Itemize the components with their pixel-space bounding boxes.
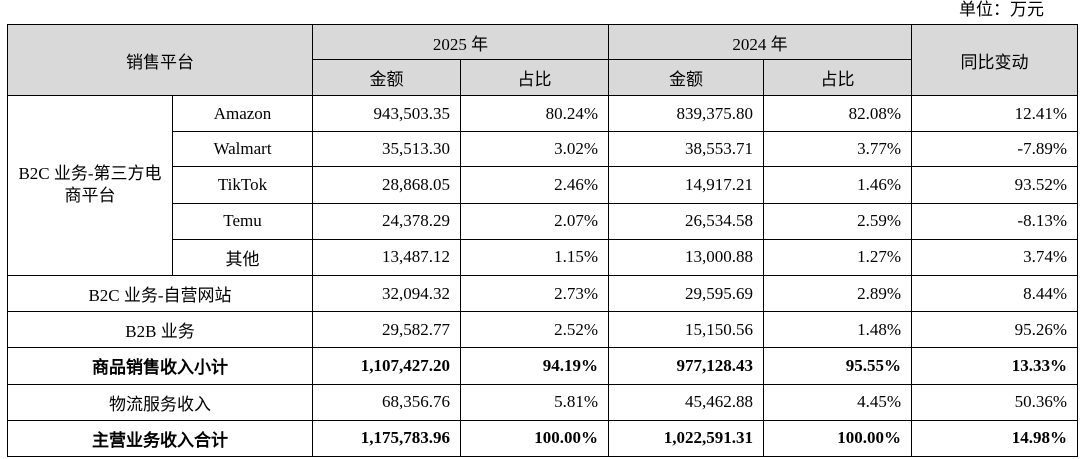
platform-name: Amazon [172, 94, 313, 133]
yoy-change: 12.41% [911, 94, 1078, 133]
yoy-change: -8.13% [911, 202, 1078, 240]
table-row: 其他 13,487.12 1.15% 13,000.88 1.27% 3.74% [8, 238, 1078, 276]
amount-2025: 29,582.77 [312, 311, 461, 349]
table-row: Walmart 35,513.30 3.02% 38,553.71 3.77% … [8, 131, 1078, 168]
table-row: TikTok 28,868.05 2.46% 14,917.21 1.46% 9… [8, 166, 1078, 204]
share-2025: 3.02% [460, 131, 609, 168]
row-label: 商品销售收入小计 [7, 347, 313, 385]
share-2025: 2.07% [460, 202, 609, 240]
row-label: 物流服务收入 [7, 383, 313, 421]
amount-2025: 1,107,427.20 [312, 347, 461, 385]
amount-2024: 26,534.58 [608, 202, 764, 240]
header-platform: 销售平台 [7, 24, 313, 96]
table-row: 物流服务收入 68,356.76 5.81% 45,462.88 4.45% 5… [7, 383, 1078, 421]
share-2024: 100.00% [763, 419, 912, 458]
share-2024: 3.77% [763, 131, 912, 168]
amount-2024: 1,022,591.31 [608, 419, 764, 458]
subtotal-row: 商品销售收入小计 1,107,427.20 94.19% 977,128.43 … [7, 347, 1078, 385]
amount-2024: 45,462.88 [608, 383, 764, 421]
yoy-change: 8.44% [911, 274, 1078, 313]
share-2025: 2.73% [460, 274, 609, 313]
amount-2025: 68,356.76 [312, 383, 461, 421]
amount-2025: 28,868.05 [312, 166, 461, 204]
yoy-change: 3.74% [911, 238, 1078, 276]
amount-2025: 13,487.12 [312, 238, 461, 276]
amount-2024: 839,375.80 [608, 94, 764, 133]
share-2024: 2.89% [763, 274, 912, 313]
yoy-change: 93.52% [911, 166, 1078, 204]
share-2024: 2.59% [763, 202, 912, 240]
amount-2025: 943,503.35 [312, 94, 461, 133]
yoy-change: 14.98% [911, 419, 1078, 458]
share-2025: 5.81% [460, 383, 609, 421]
platform-name: TikTok [172, 166, 313, 204]
table-row: B2C 业务-自营网站 32,094.32 2.73% 29,595.69 2.… [7, 274, 1078, 313]
amount-2025: 35,513.30 [312, 131, 461, 168]
platform-name: B2C 业务-自营网站 [7, 274, 313, 313]
amount-2025: 1,175,783.96 [312, 419, 461, 458]
unit-label: 单位：万元 [959, 0, 1044, 19]
revenue-by-platform-table: 销售平台 2025 年 2024 年 同比变动 金额 占比 金额 占比 B2C … [7, 24, 1078, 458]
share-2025: 2.46% [460, 166, 609, 204]
header-year-2025: 2025 年 [312, 24, 609, 60]
share-2024: 1.46% [763, 166, 912, 204]
platform-name: Temu [172, 202, 313, 240]
table-row: Temu 24,378.29 2.07% 26,534.58 2.59% -8.… [8, 202, 1078, 240]
header-share-2024: 占比 [763, 59, 912, 96]
table-row: B2B 业务 29,582.77 2.52% 15,150.56 1.48% 9… [7, 311, 1078, 349]
header-year-2024: 2024 年 [608, 24, 912, 60]
share-2024: 82.08% [763, 94, 912, 133]
amount-2024: 15,150.56 [608, 311, 764, 349]
header-amount-2025: 金额 [312, 59, 461, 96]
amount-2024: 13,000.88 [608, 238, 764, 276]
share-2025: 2.52% [460, 311, 609, 349]
header-share-2025: 占比 [460, 59, 609, 96]
share-2025: 94.19% [460, 347, 609, 385]
amount-2024: 14,917.21 [608, 166, 764, 204]
platform-name: B2B 业务 [7, 311, 313, 349]
header-amount-2024: 金额 [608, 59, 764, 96]
share-2025: 80.24% [460, 94, 609, 133]
amount-2024: 29,595.69 [608, 274, 764, 313]
table-header: 销售平台 2025 年 2024 年 同比变动 金额 占比 金额 占比 [7, 24, 1078, 96]
yoy-change: 95.26% [911, 311, 1078, 349]
table-row: B2C 业务-第三方电商平台 Amazon 943,503.35 80.24% … [7, 94, 1078, 276]
row-label: 主营业务收入合计 [7, 419, 313, 458]
group-label-b2c-third-party: B2C 业务-第三方电商平台 [7, 95, 173, 276]
yoy-change: 50.36% [911, 383, 1078, 421]
share-2024: 1.48% [763, 311, 912, 349]
amount-2024: 977,128.43 [608, 347, 764, 385]
yoy-change: 13.33% [911, 347, 1078, 385]
share-2025: 1.15% [460, 238, 609, 276]
share-2024: 95.55% [763, 347, 912, 385]
share-2024: 1.27% [763, 238, 912, 276]
yoy-change: -7.89% [911, 131, 1078, 168]
amount-2025: 24,378.29 [312, 202, 461, 240]
share-2025: 100.00% [460, 419, 609, 458]
platform-name: 其他 [172, 238, 313, 276]
header-yoy-change: 同比变动 [911, 24, 1078, 96]
amount-2024: 38,553.71 [608, 131, 764, 168]
share-2024: 4.45% [763, 383, 912, 421]
amount-2025: 32,094.32 [312, 274, 461, 313]
platform-name: Walmart [172, 131, 313, 168]
total-row: 主营业务收入合计 1,175,783.96 100.00% 1,022,591.… [7, 419, 1078, 458]
